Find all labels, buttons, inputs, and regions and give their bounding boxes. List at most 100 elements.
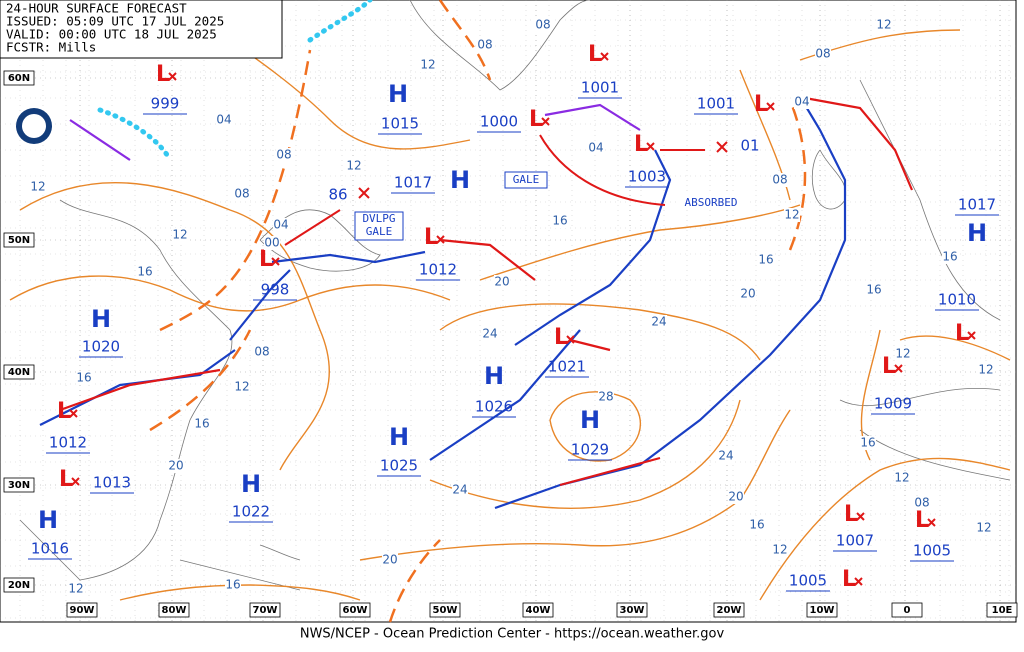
low-cross [766,102,775,111]
low-pressure: 999 [151,95,180,113]
isobar-label-bg [895,347,911,361]
isobar-label-bg [588,141,604,155]
cold-front [429,329,581,461]
low-symbol: L [59,467,73,492]
low-pressure: 1001 [697,95,735,113]
lon-label-box [66,602,98,618]
isobar [119,584,361,601]
low-pressure: 1021 [548,358,586,376]
lat-label-box [3,70,35,86]
low-cross [967,331,976,340]
high-pressure: 1026 [475,398,513,416]
lon-label-box [891,602,923,618]
low-cross [566,335,575,344]
warm-front [439,238,536,281]
high-pressure: 1017 [958,196,996,214]
lon-label-box [806,602,838,618]
lon-label-box [339,602,371,618]
high-symbol: H [241,470,261,498]
header-box [0,0,283,59]
isobar-label-bg [264,236,280,250]
isobar-label-bg [216,113,232,127]
low-symbol: L [554,325,568,350]
lat-label-box [3,577,35,593]
low-cross [927,518,936,527]
warm-front [804,96,914,191]
isobar-label: 12 [234,380,249,394]
isobar-label: 04 [273,218,288,232]
isobar-label: 08 [254,345,269,359]
isobar-label: 08 [477,38,492,52]
isobar [479,204,801,281]
coastline [811,149,847,210]
coastline [409,0,591,91]
lon-label-box [522,602,554,618]
isobar-label: 12 [876,18,891,32]
lon-label: 80W [162,605,187,616]
isobar-label: 12 [420,58,435,72]
low-symbol: L [634,132,648,157]
low-cross [646,142,655,151]
high-symbol: H [389,423,409,451]
isobar-label-bg [651,315,667,329]
isobar [439,303,761,361]
lon-label: 10W [810,605,835,616]
coastlines [19,0,1011,591]
position-pressure: 86 [328,186,347,204]
position-pressure: 01 [740,137,759,155]
high-symbol: H [91,305,111,333]
isobar [549,391,641,462]
isobar-label: 12 [346,159,361,173]
lat-label-box [3,232,35,248]
lat-label: 20N [8,580,30,591]
isobar-label-bg [552,214,568,228]
isobar-label-bg [225,578,241,592]
gale-box [504,171,548,189]
absorbed-bg [676,195,748,210]
coastline [19,199,233,581]
isobar-label: 12 [895,347,910,361]
isobar [359,409,791,561]
low-cross [271,257,280,266]
header-line: ISSUED: 05:09 UTC 17 JUL 2025 [6,14,224,29]
high-symbol: H [580,406,600,434]
low-symbol: L [57,399,71,424]
low-cross [854,577,863,586]
lon-label: 60W [343,605,368,616]
isobar-label-bg [598,390,614,404]
isobar-label-bg [273,218,289,232]
isobar-label: 04 [794,95,809,109]
gale-label: GALE [513,173,540,186]
isobar-label: 08 [535,18,550,32]
lon-label-box [616,602,648,618]
lon-label: 90W [70,605,95,616]
low-pressure: 1012 [419,261,457,279]
low-cross [600,52,609,61]
lon-label: 40W [526,605,551,616]
low-symbol: L [754,92,768,117]
isobar [9,275,451,312]
low-symbol: L [588,42,602,67]
low-symbol: L [259,247,273,272]
isobar-label: 12 [68,582,83,596]
low-pressure: 998 [261,281,290,299]
high-pressure: 1016 [31,540,69,558]
lat-label-box [3,477,35,493]
isobar-label: 04 [588,141,603,155]
low-cross [894,364,903,373]
isobar-label: 16 [225,578,240,592]
lon-label: 70W [253,605,278,616]
isobar-label-bg [482,327,498,341]
low-cross [168,72,177,81]
isobar-label-bg [477,38,493,52]
low-cross [436,235,445,244]
isobar-label-bg [30,180,46,194]
high-pressure: 1022 [232,503,270,521]
lon-label: 0 [904,605,911,616]
lon-label-box [429,602,461,618]
isobar-label: 08 [276,148,291,162]
isobar-label-bg [254,345,270,359]
isobar-label: 12 [30,180,45,194]
cold-front [514,149,672,346]
